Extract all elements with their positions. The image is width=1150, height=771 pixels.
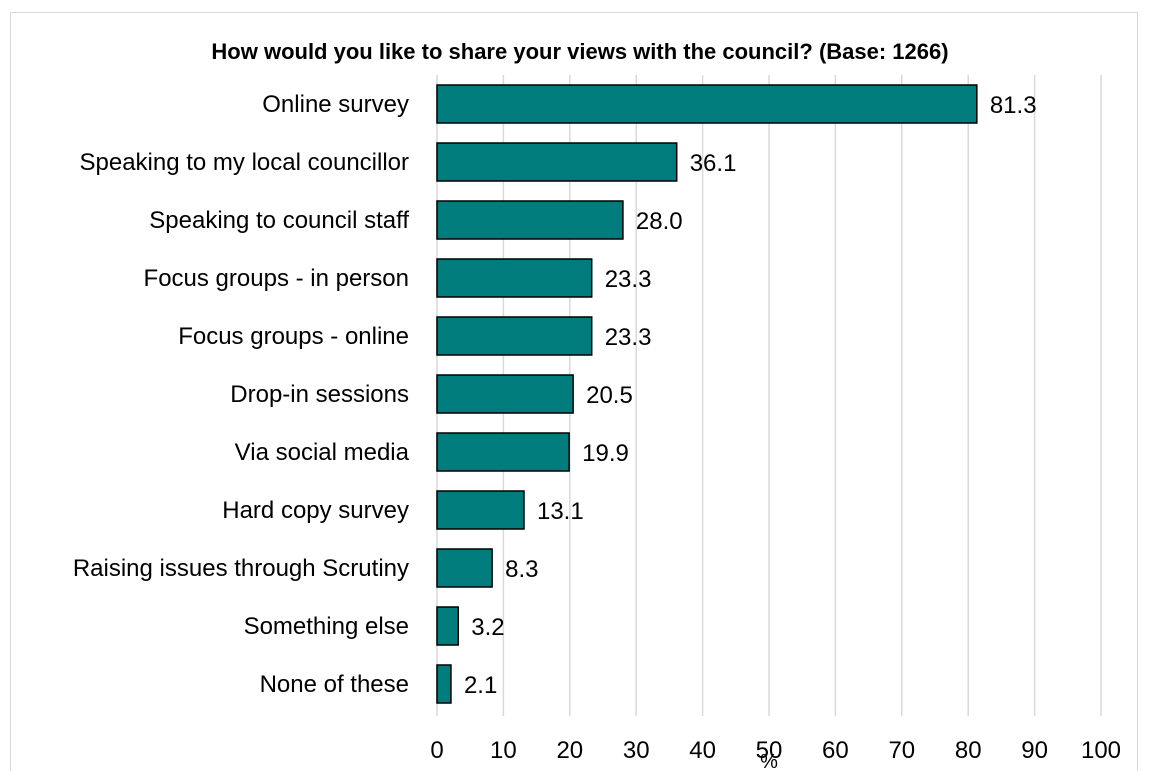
x-tick-label: 20	[556, 737, 583, 764]
bar	[436, 142, 678, 182]
category-label: Something else	[244, 613, 409, 640]
value-label: 23.3	[605, 266, 652, 293]
bar	[436, 84, 978, 124]
value-label: 3.2	[471, 614, 504, 641]
x-tick-label: 30	[623, 737, 650, 764]
value-label: 2.1	[464, 672, 497, 699]
x-tick-label: 10	[490, 737, 517, 764]
x-tick-label: 0	[430, 737, 443, 764]
value-labels: 81.3 36.1 28.0 23.3 23.3 20.5 19.9 13.1 8.3 3.2 2.…	[464, 92, 1037, 699]
bar	[436, 316, 593, 356]
value-label: 23.3	[605, 324, 652, 351]
chart-title: How would you like to share your views w…	[211, 39, 948, 64]
x-tick-labels: 0 10 20 30 40 50 60 70 80 90 100	[430, 737, 1121, 764]
category-label: Speaking to my local councillor	[80, 149, 410, 176]
value-label: 36.1	[690, 150, 737, 177]
bars	[436, 84, 978, 704]
x-tick-label: 60	[822, 737, 849, 764]
bar	[436, 432, 570, 472]
category-label: Via social media	[235, 439, 410, 466]
chart-frame	[10, 12, 1138, 771]
bar	[436, 664, 452, 704]
bar	[436, 374, 574, 414]
x-tick-label: 100	[1081, 737, 1121, 764]
category-label: Raising issues through Scrutiny	[73, 555, 409, 582]
category-label: Hard copy survey	[222, 497, 409, 524]
x-tick-label: 50	[756, 737, 783, 764]
value-label: 8.3	[505, 556, 538, 583]
category-labels: Online survey Speaking to my local counci…	[73, 91, 410, 698]
value-label: 81.3	[990, 92, 1037, 119]
category-label: Online survey	[262, 91, 409, 118]
bar	[436, 490, 525, 530]
value-label: 19.9	[582, 440, 629, 467]
x-tick-label: 40	[689, 737, 716, 764]
bar	[436, 606, 459, 646]
bar	[436, 258, 593, 298]
value-label: 13.1	[537, 498, 584, 525]
category-label: Focus groups - in person	[144, 265, 409, 292]
category-label: None of these	[260, 671, 409, 698]
category-label: Drop-in sessions	[230, 381, 409, 408]
x-axis-title: %	[760, 751, 778, 771]
x-tick-label: 80	[955, 737, 982, 764]
gridlines	[436, 75, 1102, 716]
bar	[436, 548, 493, 588]
value-label: 28.0	[636, 208, 683, 235]
x-tick-label: 70	[888, 737, 915, 764]
category-label: Speaking to council staff	[149, 207, 409, 234]
category-label: Focus groups - online	[178, 323, 409, 350]
value-label: 20.5	[586, 382, 633, 409]
x-tick-label: 90	[1021, 737, 1048, 764]
bar	[436, 200, 624, 240]
